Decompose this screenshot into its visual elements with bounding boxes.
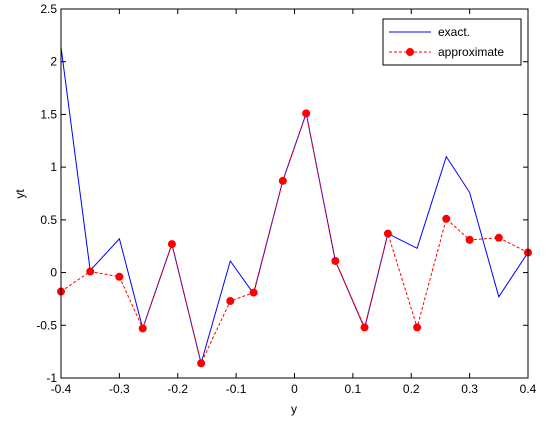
x-tick-label: -0.1 [226,382,247,396]
series-point-approximate [413,323,422,332]
series-point-approximate [226,297,235,306]
y-tick-label: 1.5 [40,107,57,121]
series-point-approximate [249,288,258,297]
x-tick-label: 0.3 [461,382,478,396]
legend-marker-approximate [406,48,414,56]
y-tick-label: 2.5 [40,2,57,16]
y-tick-label: 0 [50,266,57,280]
series-point-approximate [331,256,340,265]
series-point-approximate [115,272,124,281]
series-point-approximate [167,240,176,249]
x-tick-label: -0.2 [167,382,188,396]
y-axis-label: yt [13,189,27,199]
y-tick-label: 2 [50,55,57,69]
x-tick-label: -0.3 [109,382,130,396]
x-tick-label: -0.4 [51,382,72,396]
series-point-approximate [360,323,369,332]
legend-box [382,18,522,66]
plot-area [61,9,528,378]
series-point-approximate [278,176,287,185]
x-axis-label: y [291,402,297,416]
series-point-approximate [302,109,311,118]
legend-label-exact: exact. [438,25,470,39]
series-point-approximate [465,235,474,244]
series-point-approximate [442,214,451,223]
y-tick-label: -0.5 [36,318,57,332]
ticks-layer: -0.4 -0.3 -0.2 -0.1 0 0.1 0.2 0.3 0.4 -1 -0.5 0 0.5 1… [36,2,536,396]
series-point-approximate [197,359,206,368]
series-line-approximate [60,111,529,365]
legend: exact. approximate [382,18,522,66]
series-line-exact [60,46,529,366]
x-tick-label: 0 [291,382,298,396]
y-tick-label: 1 [50,160,57,174]
x-tick-label: 0.2 [403,382,420,396]
series-point-approximate [383,229,392,238]
y-tick-label: -1 [46,371,57,385]
series-point-approximate [86,267,95,276]
series-layer [57,46,532,368]
legend-label-approximate: approximate [438,45,504,59]
series-point-approximate [494,233,503,242]
series-point-approximate [138,324,147,333]
x-tick-label: 0.1 [345,382,362,396]
y-tick-label: 0.5 [40,213,57,227]
x-tick-label: 0.4 [520,382,537,396]
